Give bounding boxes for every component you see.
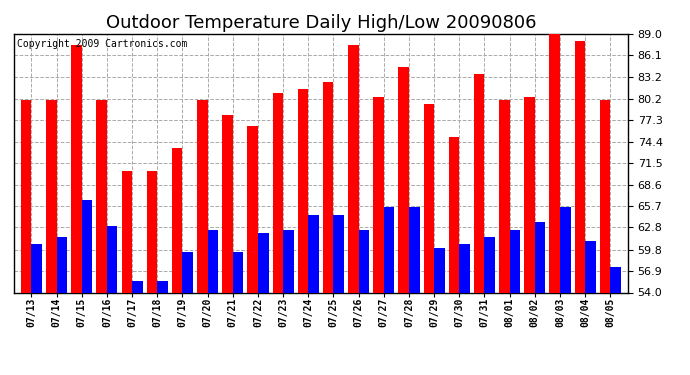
Bar xyxy=(535,222,545,375)
Bar xyxy=(172,148,182,375)
Bar xyxy=(424,104,434,375)
Bar xyxy=(258,233,268,375)
Bar xyxy=(197,100,208,375)
Bar xyxy=(273,93,283,375)
Bar xyxy=(398,67,409,375)
Bar xyxy=(283,230,294,375)
Bar xyxy=(297,89,308,375)
Bar xyxy=(107,226,117,375)
Bar xyxy=(247,126,258,375)
Bar xyxy=(121,171,132,375)
Bar xyxy=(323,82,333,375)
Bar xyxy=(157,281,168,375)
Title: Outdoor Temperature Daily High/Low 20090806: Outdoor Temperature Daily High/Low 20090… xyxy=(106,14,536,32)
Bar xyxy=(308,215,319,375)
Bar xyxy=(575,41,585,375)
Bar xyxy=(560,207,571,375)
Bar xyxy=(71,45,81,375)
Bar xyxy=(333,215,344,375)
Bar xyxy=(448,137,460,375)
Bar xyxy=(222,115,233,375)
Bar xyxy=(21,100,32,375)
Bar xyxy=(208,230,218,375)
Bar xyxy=(409,207,420,375)
Bar xyxy=(147,171,157,375)
Bar xyxy=(434,248,444,375)
Bar xyxy=(32,244,42,375)
Bar xyxy=(359,230,369,375)
Bar xyxy=(600,100,610,375)
Bar xyxy=(233,252,244,375)
Bar xyxy=(46,100,57,375)
Bar xyxy=(524,97,535,375)
Bar xyxy=(57,237,67,375)
Bar xyxy=(474,74,484,375)
Bar xyxy=(373,97,384,375)
Bar xyxy=(549,34,560,375)
Bar xyxy=(384,207,395,375)
Bar xyxy=(460,244,470,375)
Bar xyxy=(510,230,520,375)
Bar xyxy=(585,241,595,375)
Bar xyxy=(132,281,143,375)
Bar xyxy=(182,252,193,375)
Bar xyxy=(81,200,92,375)
Bar xyxy=(499,100,510,375)
Bar xyxy=(610,267,621,375)
Bar xyxy=(97,100,107,375)
Text: Copyright 2009 Cartronics.com: Copyright 2009 Cartronics.com xyxy=(17,39,187,49)
Bar xyxy=(348,45,359,375)
Bar xyxy=(484,237,495,375)
